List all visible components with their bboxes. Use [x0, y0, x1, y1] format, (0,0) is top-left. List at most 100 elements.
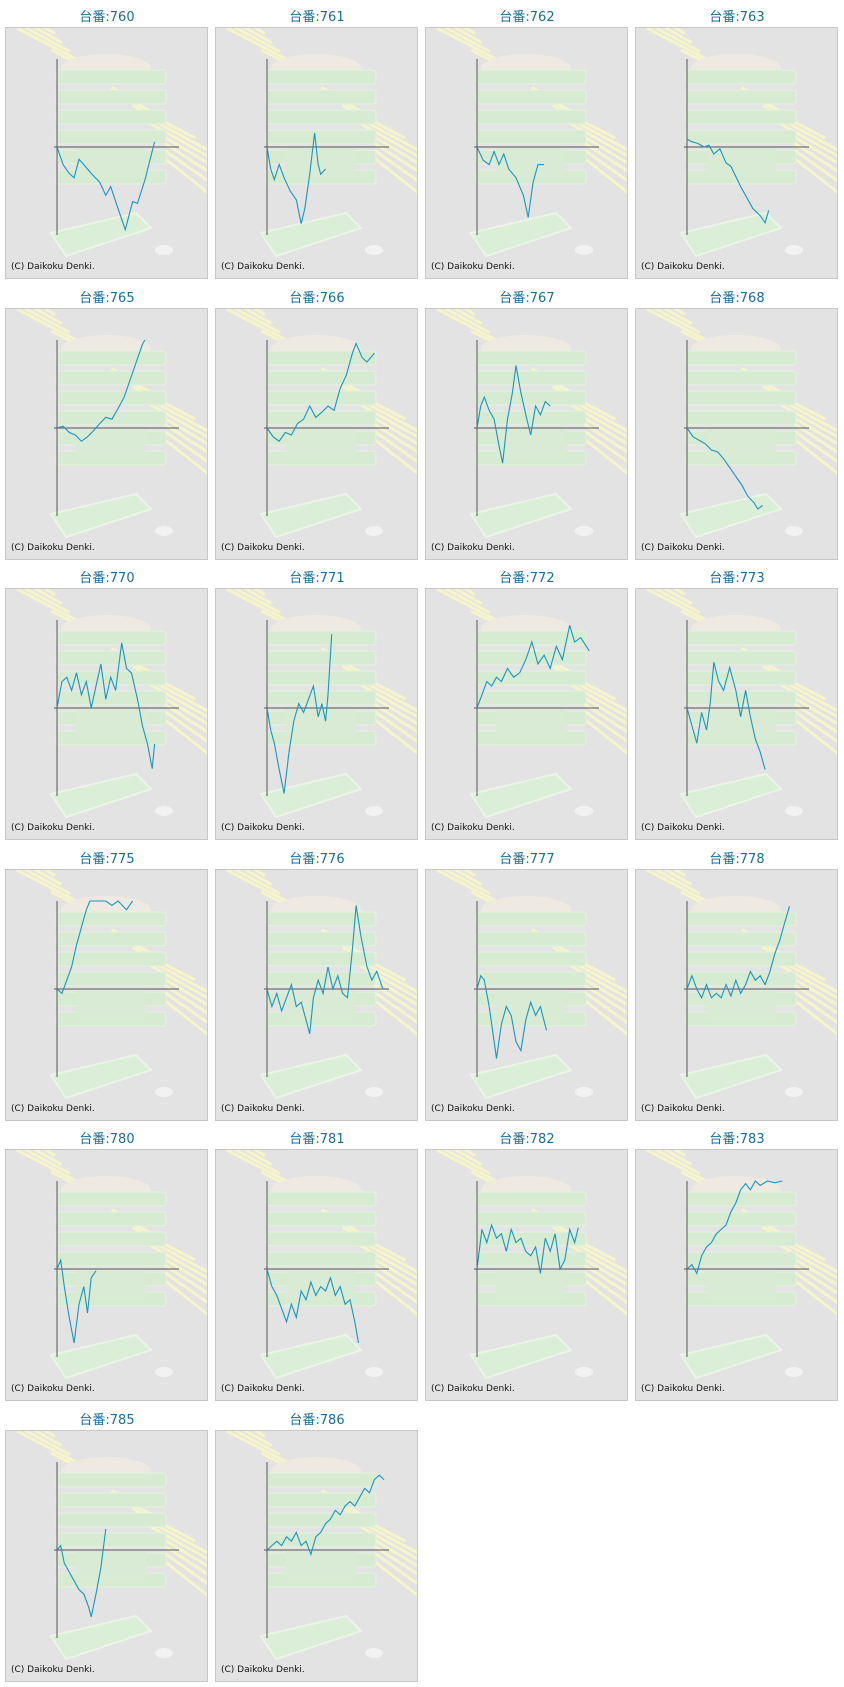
data-series-line	[56, 1528, 107, 1618]
machine-chart[interactable]: 台番:765 (C) Daikoku Denki.	[0, 281, 210, 561]
machine-chart[interactable]: 台番:763 (C) Daikoku Denki.	[630, 0, 840, 280]
copyright-label: (C) Daikoku Denki.	[11, 1665, 95, 1675]
chart-title: 台番:783	[709, 1132, 765, 1148]
data-series-line	[476, 974, 548, 1059]
chart-area: (C) Daikoku Denki.	[5, 1149, 208, 1402]
chart-area: (C) Daikoku Denki.	[5, 1430, 208, 1682]
machine-chart[interactable]: 台番:780 (C) Daikoku Denki.	[0, 1122, 210, 1402]
machine-chart[interactable]: 台番:773 (C) Daikoku Denki.	[630, 561, 840, 841]
chart-area: (C) Daikoku Denki.	[425, 27, 628, 279]
background-illustration	[16, 308, 207, 538]
copyright-label: (C) Daikoku Denki.	[641, 1384, 725, 1395]
machine-chart[interactable]: 台番:771 (C) Daikoku Denki.	[210, 561, 420, 841]
background-illustration	[646, 869, 837, 1099]
machine-chart[interactable]: 台番:778 (C) Daikoku Denki.	[630, 842, 840, 1122]
chart-area: (C) Daikoku Denki.	[635, 868, 838, 1121]
chart-area: (C) Daikoku Denki.	[215, 307, 418, 560]
background-illustration	[646, 308, 837, 538]
background-illustration	[16, 1431, 207, 1661]
copyright-label: (C) Daikoku Denki.	[11, 823, 95, 834]
chart-title: 台番:770	[79, 571, 135, 587]
chart-area: (C) Daikoku Denki.	[425, 868, 628, 1121]
copyright-label: (C) Daikoku Denki.	[641, 1103, 725, 1114]
background-illustration	[226, 308, 417, 538]
copyright-label: (C) Daikoku Denki.	[11, 262, 95, 272]
data-series-line	[476, 625, 590, 709]
machine-chart[interactable]: 台番:777 (C) Daikoku Denki.	[420, 842, 630, 1122]
machine-chart[interactable]: 台番:782 (C) Daikoku Denki.	[420, 1122, 630, 1402]
chart-title: 台番:785	[79, 1413, 135, 1428]
copyright-label: (C) Daikoku Denki.	[11, 1384, 95, 1395]
data-series-line	[56, 141, 156, 232]
data-series-line	[266, 132, 327, 224]
copyright-label: (C) Daikoku Denki.	[221, 1665, 305, 1675]
data-series-line	[686, 138, 770, 224]
copyright-label: (C) Daikoku Denki.	[221, 262, 305, 272]
chart-area: (C) Daikoku Denki.	[215, 27, 418, 279]
chart-title: 台番:765	[79, 290, 135, 306]
machine-chart[interactable]: 台番:783 (C) Daikoku Denki.	[630, 1122, 840, 1402]
machine-chart[interactable]: 台番:770 (C) Daikoku Denki.	[0, 561, 210, 841]
machine-chart[interactable]: 台番:760 (C) Daikoku Denki.	[0, 0, 210, 280]
chart-title: 台番:778	[709, 851, 765, 867]
copyright-label: (C) Daikoku Denki.	[641, 262, 725, 272]
data-series-line	[56, 642, 156, 769]
background-illustration	[436, 869, 627, 1099]
chart-title: 台番:767	[499, 290, 555, 306]
copyright-label: (C) Daikoku Denki.	[641, 542, 725, 553]
copyright-label: (C) Daikoku Denki.	[641, 823, 725, 834]
chart-area: (C) Daikoku Denki.	[635, 307, 838, 560]
chart-area: (C) Daikoku Denki.	[5, 307, 208, 560]
data-series-line	[686, 427, 763, 510]
data-series-line	[266, 1474, 385, 1557]
copyright-label: (C) Daikoku Denki.	[221, 1103, 305, 1114]
machine-chart[interactable]: 台番:785 (C) Daikoku Denki.	[0, 1403, 210, 1683]
chart-area: (C) Daikoku Denki.	[635, 27, 838, 279]
background-illustration	[646, 1150, 837, 1380]
machine-chart[interactable]: 台番:786 (C) Daikoku Denki.	[210, 1403, 420, 1683]
chart-area: (C) Daikoku Denki.	[635, 588, 838, 841]
machine-chart[interactable]: 台番:766 (C) Daikoku Denki.	[210, 281, 420, 561]
background-illustration	[436, 589, 627, 819]
machine-chart[interactable]: 台番:781 (C) Daikoku Denki.	[210, 1122, 420, 1402]
machine-chart[interactable]: 台番:767 (C) Daikoku Denki.	[420, 281, 630, 561]
machine-chart[interactable]: 台番:775 (C) Daikoku Denki.	[0, 842, 210, 1122]
copyright-label: (C) Daikoku Denki.	[431, 262, 515, 272]
chart-title: 台番:773	[709, 571, 765, 587]
copyright-label: (C) Daikoku Denki.	[11, 542, 95, 553]
data-series-line	[56, 339, 146, 442]
machine-chart[interactable]: 台番:761 (C) Daikoku Denki.	[210, 0, 420, 280]
machine-chart[interactable]: 台番:776 (C) Daikoku Denki.	[210, 842, 420, 1122]
chart-title: 台番:768	[709, 290, 765, 306]
chart-title: 台番:780	[79, 1132, 135, 1148]
background-illustration	[16, 869, 207, 1099]
machine-chart[interactable]: 台番:772 (C) Daikoku Denki.	[420, 561, 630, 841]
background-illustration	[436, 1150, 627, 1380]
background-illustration	[436, 308, 627, 538]
chart-area: (C) Daikoku Denki.	[425, 588, 628, 841]
chart-title: 台番:763	[709, 10, 765, 25]
copyright-label: (C) Daikoku Denki.	[431, 542, 515, 553]
data-series-line	[476, 364, 551, 463]
copyright-label: (C) Daikoku Denki.	[11, 1103, 95, 1114]
background-illustration	[436, 28, 627, 258]
data-series-line	[266, 634, 333, 794]
chart-title: 台番:762	[499, 10, 555, 25]
background-illustration	[16, 1150, 207, 1380]
chart-area: (C) Daikoku Denki.	[215, 1430, 418, 1682]
chart-title: 台番:760	[79, 10, 135, 25]
chart-title: 台番:771	[289, 571, 345, 587]
machine-chart[interactable]: 台番:768 (C) Daikoku Denki.	[630, 281, 840, 561]
background-illustration	[226, 28, 417, 258]
chart-title: 台番:761	[289, 10, 345, 25]
machine-chart[interactable]: 台番:762 (C) Daikoku Denki.	[420, 0, 630, 280]
data-series-line	[686, 1180, 783, 1276]
data-series-line	[56, 1258, 97, 1344]
chart-title: 台番:772	[499, 571, 555, 587]
copyright-label: (C) Daikoku Denki.	[221, 542, 305, 553]
chart-area: (C) Daikoku Denki.	[635, 1149, 838, 1402]
background-illustration	[646, 589, 837, 819]
data-series-line	[476, 146, 545, 218]
copyright-label: (C) Daikoku Denki.	[221, 823, 305, 834]
background-illustration	[226, 1150, 417, 1380]
